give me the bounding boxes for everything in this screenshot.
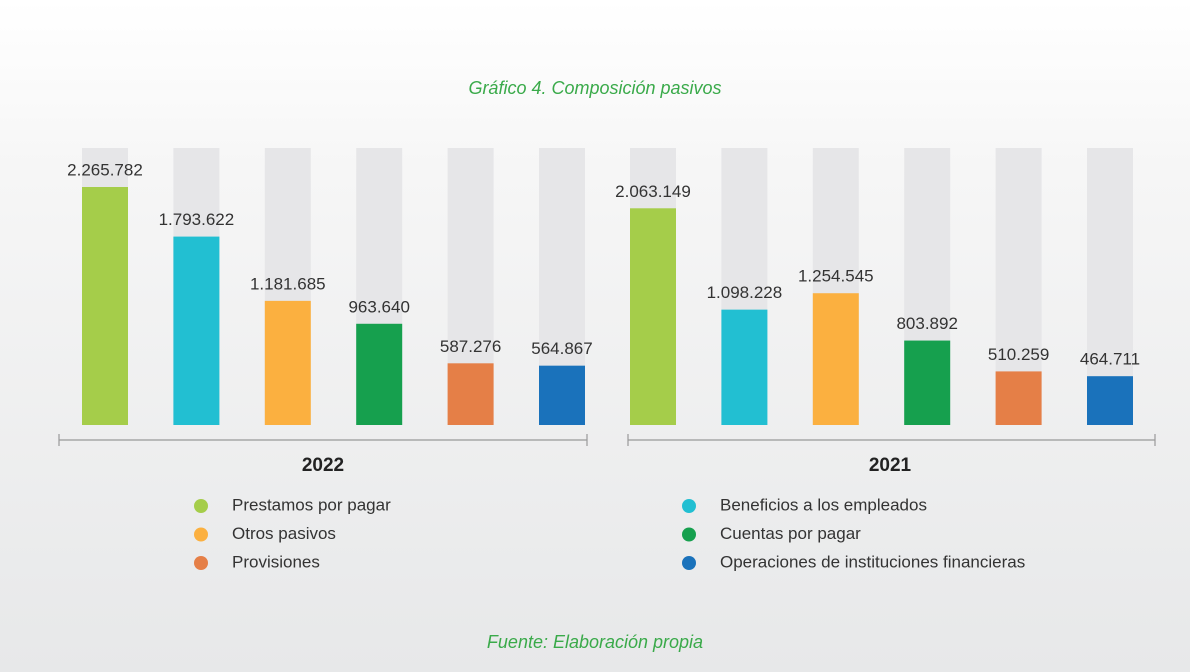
value-label: 587.276 xyxy=(440,337,501,356)
legend-marker xyxy=(682,556,696,570)
legend-marker xyxy=(682,527,696,542)
bar xyxy=(539,365,585,425)
legend-label: Otros pasivos xyxy=(232,524,336,543)
bar xyxy=(82,187,128,425)
value-label: 510.259 xyxy=(988,345,1049,364)
bar xyxy=(447,363,494,425)
bar xyxy=(356,323,403,425)
category-label: 2022 xyxy=(302,455,344,476)
legend-marker xyxy=(682,499,696,513)
bar xyxy=(630,208,676,425)
bar xyxy=(1087,376,1133,425)
value-label: 464.711 xyxy=(1080,350,1140,369)
value-label: 963.640 xyxy=(348,297,409,316)
legend-label: Beneficios a los empleados xyxy=(720,495,927,514)
value-label: 803.892 xyxy=(896,314,957,333)
value-label: 1.254.545 xyxy=(798,267,874,286)
group-axes xyxy=(58,434,1156,446)
value-label: 2.265.782 xyxy=(67,160,143,179)
legend-label: Provisiones xyxy=(232,552,320,571)
legend-label: Prestamos por pagar xyxy=(232,495,391,514)
value-label: 1.793.622 xyxy=(159,210,235,229)
bar xyxy=(904,340,951,425)
legend-label: Cuentas por pagar xyxy=(720,524,861,543)
source: Fuente: Elaboración propia xyxy=(487,632,703,652)
bar xyxy=(995,371,1042,425)
value-label: 564.867 xyxy=(531,339,592,358)
legend-marker xyxy=(194,527,208,542)
legend-marker xyxy=(194,556,208,570)
bar xyxy=(812,293,859,425)
chart-title: Gráfico 4. Composición pasivos xyxy=(468,78,721,98)
legend-marker xyxy=(194,499,208,513)
value-label: 1.098.228 xyxy=(707,283,783,302)
bar xyxy=(264,300,311,425)
bar xyxy=(173,236,220,425)
category-label: 2021 xyxy=(869,455,912,476)
value-label: 2.063.149 xyxy=(615,182,691,201)
bar xyxy=(721,309,768,425)
value-label: 1.181.685 xyxy=(250,274,326,293)
legend-label: Operaciones de instituciones financieras xyxy=(720,552,1025,571)
